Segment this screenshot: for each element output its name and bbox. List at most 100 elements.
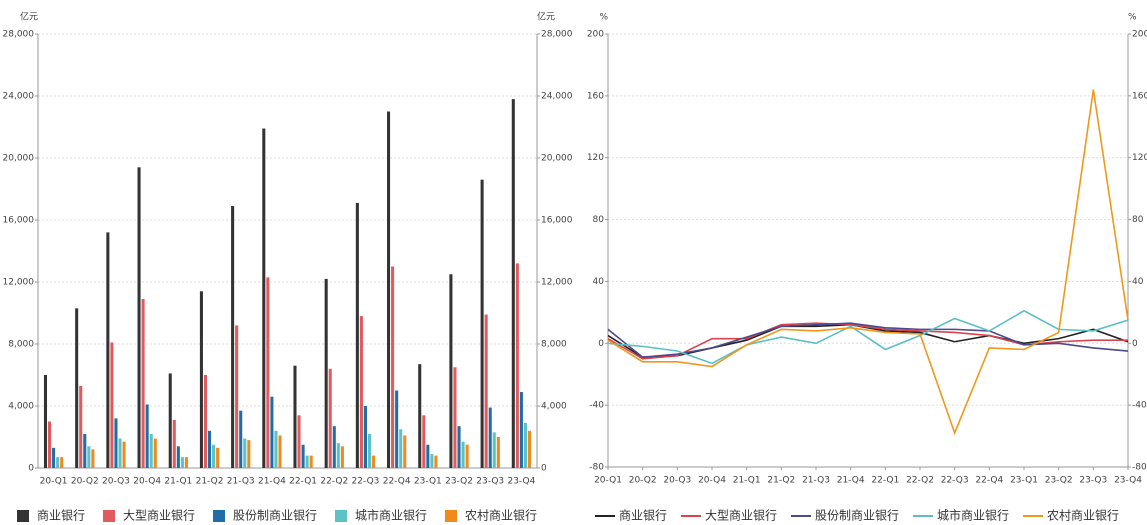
x-tick-label: 21-Q4 (837, 476, 865, 486)
bar (395, 390, 399, 468)
x-tick-label: 23-Q1 (414, 477, 442, 487)
y2-tick-label: 4,000 (541, 402, 567, 412)
x-tick-label: 21-Q4 (258, 477, 286, 487)
x-tick-label: 23-Q4 (1114, 476, 1142, 486)
y2-tick-label: -40 (1132, 401, 1147, 411)
legend-label: 商业银行 (619, 508, 667, 523)
x-tick-label: 23-Q2 (445, 477, 473, 487)
x-tick-label: 23-Q3 (1079, 476, 1107, 486)
bar (434, 455, 438, 468)
y-tick-label: 0 (598, 339, 604, 349)
bar (216, 447, 220, 468)
bar (418, 364, 422, 468)
y-tick-label: 160 (587, 91, 604, 101)
bar (367, 433, 372, 468)
bar (430, 454, 434, 468)
y2-tick-label: 24,000 (541, 92, 573, 102)
legend-swatch (17, 510, 29, 522)
bar (461, 441, 465, 468)
line (607, 309, 1129, 365)
y-unit: % (1128, 13, 1137, 23)
bar (496, 437, 500, 468)
legend-label: 股份制商业银行 (815, 508, 899, 523)
bar (184, 457, 188, 468)
bar (122, 441, 126, 468)
legend-swatch (335, 510, 347, 522)
y-tick-label: -40 (589, 401, 604, 411)
y2-tick-label: 16,000 (541, 216, 573, 226)
y2-tick-label: 28,000 (541, 30, 573, 40)
bar (243, 438, 247, 468)
bar (328, 368, 332, 468)
y2-tick-label: 8,000 (541, 340, 567, 350)
x-tick-label: 22-Q2 (320, 477, 348, 487)
bar (324, 278, 328, 468)
x-tick-label: 23-Q3 (476, 477, 504, 487)
x-tick-label: 21-Q2 (196, 477, 224, 487)
bar (465, 444, 469, 468)
y-unit: % (599, 13, 608, 23)
y-unit: 亿元 (537, 11, 555, 23)
bar (114, 418, 118, 468)
bar (309, 455, 313, 468)
bar (391, 266, 395, 468)
y-tick-label: 200 (587, 30, 604, 40)
x-tick-label: 22-Q3 (352, 477, 380, 487)
bar (426, 444, 430, 468)
legend-label: 商业银行 (37, 508, 85, 523)
legend-label: 大型商业银行 (705, 508, 777, 523)
x-tick-label: 21-Q1 (733, 476, 761, 486)
bar (231, 206, 235, 469)
bar (235, 325, 239, 468)
bar (87, 446, 91, 468)
bar (137, 167, 141, 469)
x-tick-label: 21-Q3 (802, 476, 830, 486)
x-tick-label: 21-Q1 (164, 477, 192, 487)
bar (511, 99, 515, 468)
bar (199, 291, 203, 468)
bar (48, 421, 52, 468)
bar (203, 375, 208, 468)
y2-tick-label: 12,000 (541, 278, 573, 288)
bar (262, 128, 266, 469)
bar (149, 433, 153, 468)
bar (480, 179, 484, 468)
x-tick-label: 23-Q4 (507, 477, 535, 487)
y-tick-label: 40 (593, 277, 605, 287)
x-tick-label: 20-Q2 (71, 477, 99, 487)
bar (340, 446, 344, 468)
bar (56, 457, 60, 468)
bar (403, 435, 407, 468)
bar (83, 433, 87, 468)
bar (278, 435, 282, 468)
legend-label: 城市商业银行 (937, 508, 1009, 523)
bar (488, 407, 492, 468)
bar (274, 430, 278, 468)
legend-label: 城市商业银行 (355, 508, 427, 523)
bar (359, 316, 363, 468)
y-tick-label: -80 (589, 463, 604, 473)
bar (239, 410, 243, 468)
bar (110, 342, 114, 468)
x-tick-label: 20-Q3 (663, 476, 691, 486)
bar (168, 373, 172, 468)
bar (332, 426, 336, 468)
bar (75, 308, 79, 468)
y2-tick-label: 0 (1132, 339, 1138, 349)
bar (208, 430, 212, 468)
y2-tick-label: 120 (1132, 153, 1147, 163)
legend-label: 大型商业银行 (123, 508, 195, 523)
bar (172, 419, 176, 468)
bar (453, 367, 457, 468)
legend-swatch (213, 510, 225, 522)
x-tick-label: 22-Q4 (383, 477, 411, 487)
line (607, 89, 1129, 436)
legend-swatch (103, 510, 115, 522)
x-tick-label: 22-Q2 (906, 476, 934, 486)
bar (363, 406, 367, 468)
legend-swatch (445, 510, 457, 522)
bar (118, 438, 122, 468)
bar (336, 443, 340, 468)
y-tick-label: 28,000 (3, 30, 35, 40)
